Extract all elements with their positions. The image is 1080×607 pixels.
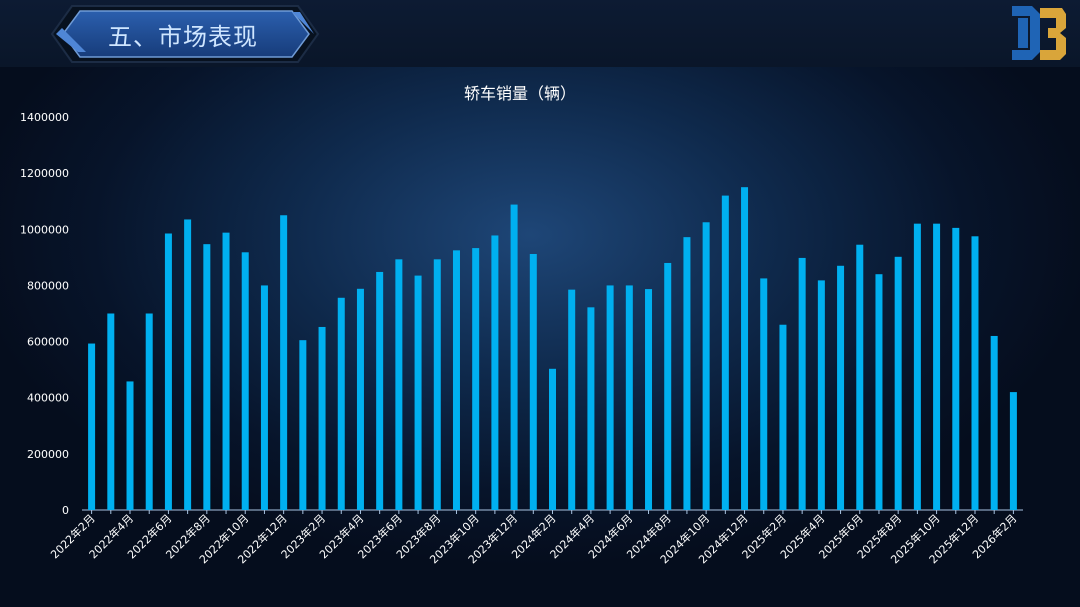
bar-2022年9月 [222, 232, 230, 510]
bar-2026年1月 [990, 335, 998, 510]
bar-2024年3月 [568, 289, 576, 510]
bar-2024年12月 [741, 187, 749, 510]
bar-2022年3月 [107, 313, 115, 510]
bar-2024年4月 [587, 307, 595, 510]
bar-2022年7月 [184, 219, 192, 510]
bar-2024年7月 [645, 289, 653, 510]
bar-2025年7月 [875, 274, 883, 510]
bar-2025年2月 [779, 324, 787, 510]
bar-2025年11月 [952, 227, 960, 510]
bar-2025年6月 [856, 244, 864, 510]
y-tick-label: 0 [62, 504, 69, 517]
section-title-badge [50, 5, 320, 63]
bar-2023年10月 [472, 248, 480, 510]
y-tick-label: 800000 [27, 279, 69, 292]
bar-2024年11月 [721, 195, 729, 510]
bar-2023年5月 [376, 271, 384, 510]
section-title: 五、市场表现 [108, 23, 258, 51]
x-axis: 2022年2月2022年4月2022年6月2022年8月2022年10月2022… [48, 510, 1020, 566]
bar-2024年1月 [529, 253, 537, 511]
y-tick-label: 1000000 [20, 223, 69, 236]
bar-2024年6月 [625, 285, 633, 510]
bar-2025年3月 [798, 257, 806, 510]
bar-2023年8月 [433, 259, 441, 510]
bar-2024年10月 [702, 222, 710, 510]
y-tick-label: 1400000 [20, 111, 69, 124]
bar-2025年10月 [933, 223, 941, 511]
bar-2023年3月 [337, 297, 345, 510]
bar-2025年8月 [894, 256, 902, 510]
bar-2026年2月 [1009, 392, 1017, 510]
bar-2022年2月 [88, 343, 96, 510]
bar-2023年1月 [299, 340, 307, 510]
bar-2024年2月 [549, 368, 556, 510]
y-tick-label: 200000 [27, 448, 69, 461]
bar-2022年10月 [241, 252, 249, 511]
bar-2025年5月 [837, 265, 845, 510]
bar-2022年4月 [126, 381, 134, 510]
bar-2022年8月 [203, 244, 211, 510]
bar-2022年11月 [260, 285, 268, 510]
bar-2023年4月 [356, 288, 364, 510]
bar-2024年5月 [606, 285, 614, 510]
bar-2023年12月 [510, 204, 518, 510]
chart-title: 轿车销量（辆） [464, 84, 576, 103]
db-logo-icon [1012, 6, 1066, 60]
bar-2024年8月 [664, 262, 672, 510]
bar-2023年7月 [414, 275, 422, 510]
sedan-sales-chart: 轿车销量（辆） 0 200000 400000 600000 800000 1000000… [20, 84, 1023, 566]
bar-series [88, 187, 1017, 511]
y-tick-label: 1200000 [20, 167, 69, 180]
bar-2023年11月 [491, 235, 499, 510]
bar-2024年9月 [683, 237, 691, 510]
bar-2023年2月 [318, 326, 326, 510]
bar-2025年12月 [971, 236, 979, 511]
bar-2022年6月 [164, 233, 172, 510]
bar-2022年5月 [145, 313, 153, 510]
bar-2022年12月 [280, 215, 288, 510]
bar-2023年6月 [395, 259, 403, 510]
header-bar: 五、市场表现 [0, 0, 1080, 67]
bar-2023年9月 [452, 250, 460, 510]
y-tick-label: 600000 [27, 336, 69, 349]
bar-2025年9月 [913, 223, 921, 511]
bar-2025年4月 [817, 280, 825, 510]
bar-2025年1月 [760, 278, 768, 510]
y-tick-label: 400000 [27, 392, 69, 405]
